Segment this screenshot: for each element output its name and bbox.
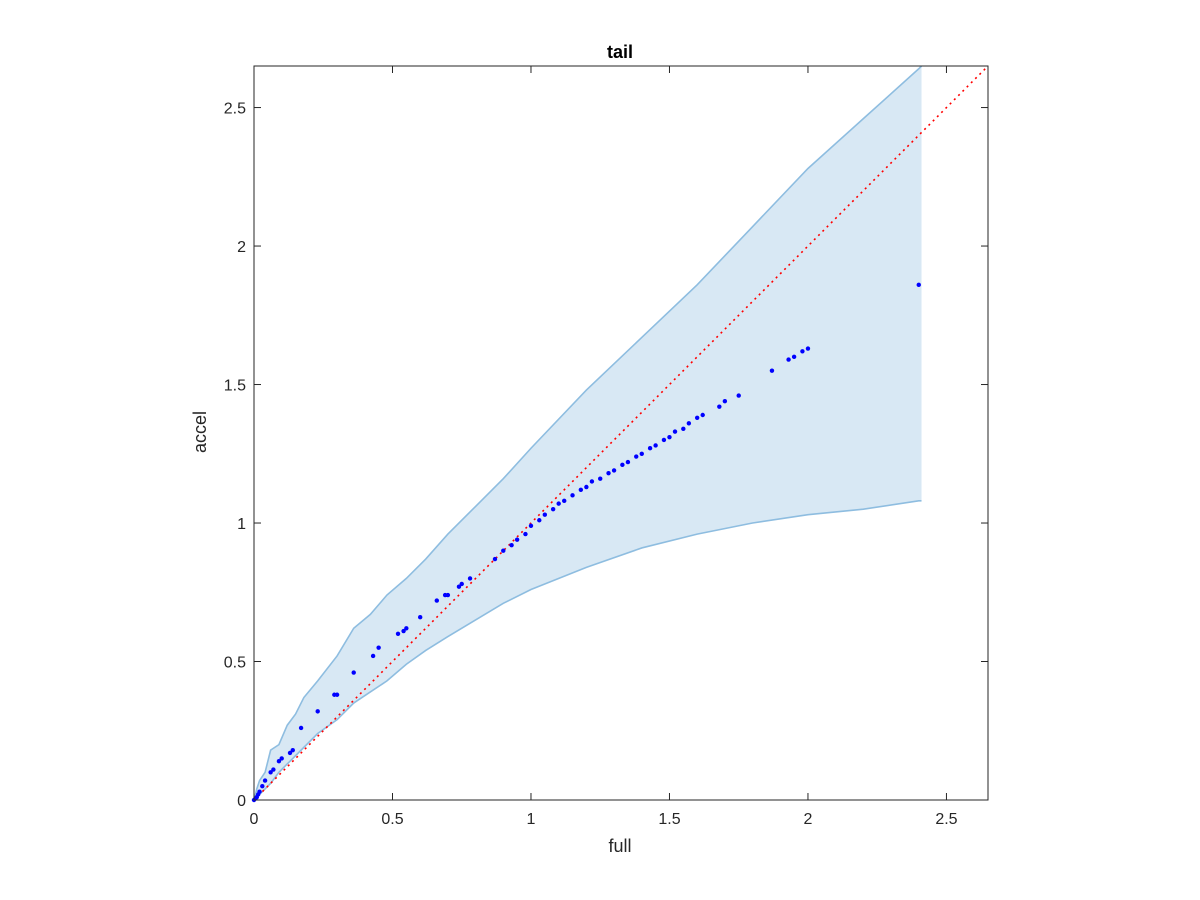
data-point [501, 548, 506, 553]
data-point [334, 692, 340, 697]
data-point [681, 426, 686, 432]
y-tick-label: 0 [237, 793, 246, 810]
data-point [298, 725, 304, 731]
data-point [268, 770, 273, 775]
data-point [686, 421, 692, 426]
confidence-band [254, 66, 922, 800]
axes-box [253, 65, 989, 801]
data-point [550, 506, 556, 512]
data-point [257, 789, 262, 794]
data-point [260, 783, 265, 789]
scatter-points [251, 282, 921, 803]
plot-area [251, 65, 989, 803]
data-point [290, 747, 295, 753]
data-point [639, 451, 644, 456]
x-tick-label: 2.5 [935, 811, 957, 828]
data-point [805, 346, 811, 351]
x-axis: 0 0.5 1 1.5 2 2.5 [250, 66, 958, 828]
data-point [700, 412, 705, 418]
data-point [556, 501, 561, 506]
data-point [584, 484, 589, 490]
data-point [276, 759, 282, 764]
reference-line [253, 65, 989, 801]
data-point [570, 493, 575, 498]
y-tick-label: 2 [237, 239, 246, 256]
data-point [562, 498, 567, 504]
data-point [404, 626, 409, 631]
band-upper-edge [253, 65, 923, 801]
x-tick-label: 0 [250, 811, 259, 828]
x-tick-label: 0.5 [381, 811, 403, 828]
data-point [467, 576, 473, 581]
data-point [634, 454, 639, 459]
data-point [537, 518, 542, 523]
y-tick-label: 2.5 [224, 101, 246, 118]
data-point [528, 523, 534, 528]
data-point [647, 446, 653, 451]
band-lower-edge [253, 500, 922, 801]
data-point [279, 756, 284, 761]
y-axis: 0 0.5 1 1.5 2 2.5 [224, 101, 988, 810]
data-point [736, 393, 741, 398]
data-point [492, 556, 498, 562]
data-point [800, 349, 805, 354]
data-point [514, 537, 520, 542]
x-tick-label: 1 [527, 811, 536, 828]
data-point [271, 767, 276, 772]
data-point [672, 429, 678, 434]
data-point [625, 459, 631, 465]
data-point [287, 750, 293, 756]
data-point [722, 398, 728, 404]
data-point [620, 462, 625, 468]
x-tick-label: 2 [804, 811, 813, 828]
data-point [598, 476, 603, 481]
data-point [916, 282, 921, 288]
data-point [395, 631, 401, 637]
data-point [542, 512, 548, 517]
data-point [376, 645, 381, 650]
data-point [315, 709, 320, 714]
data-point [589, 479, 595, 484]
data-point [578, 487, 584, 492]
data-point [717, 404, 722, 409]
data-point [417, 614, 423, 620]
data-point [509, 542, 514, 548]
data-point [523, 531, 528, 537]
data-point [445, 592, 451, 598]
y-axis-label: accel [190, 411, 210, 453]
data-point [351, 670, 356, 675]
data-point [661, 437, 667, 443]
data-point [653, 443, 658, 448]
data-point [262, 778, 268, 783]
data-point [434, 598, 440, 603]
data-point [459, 581, 464, 587]
data-point [401, 628, 406, 634]
chart-title: tail [607, 42, 633, 62]
data-point [370, 653, 376, 659]
data-point [456, 584, 462, 589]
data-point [694, 415, 700, 420]
y-tick-label: 1 [237, 516, 246, 533]
data-point [791, 354, 797, 360]
data-point [786, 357, 791, 362]
y-tick-label: 1.5 [224, 378, 246, 395]
data-point [611, 468, 617, 473]
x-axis-label: full [608, 836, 631, 856]
data-point [606, 470, 611, 476]
data-point [769, 368, 775, 373]
y-tick-label: 0.5 [224, 655, 246, 672]
data-point [667, 434, 672, 440]
x-tick-label: 1.5 [658, 811, 680, 828]
